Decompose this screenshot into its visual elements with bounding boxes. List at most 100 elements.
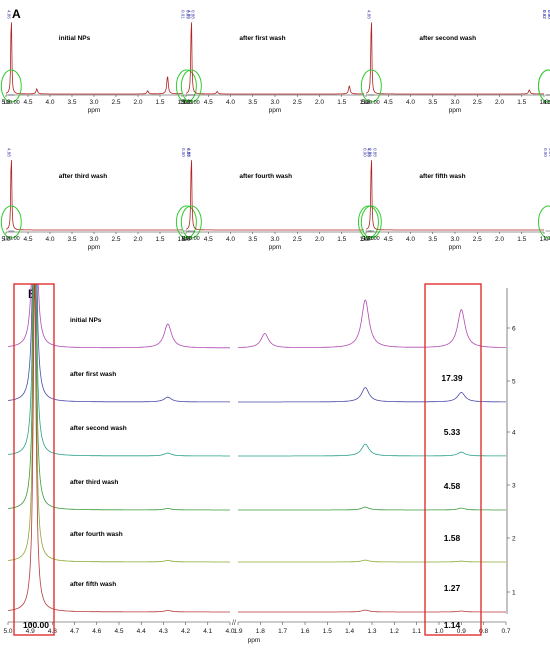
x-axis-title: ppm bbox=[88, 107, 101, 114]
x-tick-label: 1.8 bbox=[256, 628, 265, 635]
x-tick-label: 4.7 bbox=[70, 628, 79, 635]
integral-value: 1.23 bbox=[363, 236, 374, 242]
x-tick-label: 3.0 bbox=[270, 236, 279, 243]
highlight-ellipse bbox=[537, 69, 550, 103]
x-tick-label: 3.0 bbox=[89, 99, 98, 106]
x-tick-label: 5.0 bbox=[1, 99, 10, 106]
y-tick-label: 2 bbox=[512, 536, 516, 543]
x-tick-label: 2.5 bbox=[473, 236, 482, 243]
spectrum-line bbox=[5, 22, 183, 95]
peak-label: 0.90 bbox=[181, 148, 186, 157]
x-tick-label: 3.5 bbox=[248, 236, 257, 243]
integral-value: 1.27 bbox=[444, 583, 461, 593]
y-tick-label: 5 bbox=[512, 379, 516, 386]
spectrum-line bbox=[238, 609, 506, 613]
spectrum-line bbox=[7, 283, 230, 349]
x-tick-label: 3.0 bbox=[89, 236, 98, 243]
spectrum-line bbox=[238, 299, 506, 348]
spectrum-title: after fourth wash bbox=[239, 173, 292, 180]
integral-value: 100.00 bbox=[183, 236, 200, 242]
highlight-ellipse bbox=[537, 205, 550, 239]
x-tick-label: 5.0 bbox=[3, 628, 12, 635]
panel-b: // 5.0 4.9 4.8 4.7 4.6 4.5 4.4 4.3 4.2 4.1 4.01.9 1.… bbox=[3, 283, 516, 644]
x-tick-label: 2.0 bbox=[315, 236, 324, 243]
y-tick-label: 3 bbox=[512, 483, 516, 490]
x-tick-label: 5.0 bbox=[181, 99, 190, 106]
spectrum-line bbox=[365, 160, 544, 231]
y-tick-label: 6 bbox=[512, 326, 516, 333]
spectrum-line bbox=[238, 559, 506, 563]
peak-label: 0.88 bbox=[186, 148, 191, 157]
x-tick-label: 1.9 bbox=[233, 628, 242, 635]
spectrum-line bbox=[185, 22, 364, 95]
x-tick-label: 2.5 bbox=[293, 99, 302, 106]
x-tick-label: 3.5 bbox=[248, 99, 257, 106]
x-tick-label: 4.3 bbox=[159, 628, 168, 635]
spectrum-title: after third wash bbox=[59, 173, 107, 180]
x-tick-label: 4.5 bbox=[114, 628, 123, 635]
peak-label: 4.86 bbox=[6, 10, 11, 19]
integral-value: 1.14 bbox=[444, 620, 461, 630]
x-tick-label: 3.0 bbox=[270, 99, 279, 106]
integral-value: 4.58 bbox=[543, 100, 550, 106]
x-tick-label: 1.2 bbox=[390, 628, 399, 635]
spectrum-title: after first wash bbox=[239, 35, 285, 42]
peak-label: 0.88 bbox=[373, 148, 378, 157]
spectrum-line bbox=[8, 283, 230, 457]
peak-label: 4.89 bbox=[186, 10, 191, 19]
peak-label: 4.88 bbox=[186, 148, 191, 157]
peak-label: 0.90 bbox=[543, 148, 548, 157]
highlight-ellipse bbox=[175, 205, 197, 239]
spectrum-title: after second wash bbox=[70, 425, 127, 432]
x-tick-label: 3.5 bbox=[428, 236, 437, 243]
integral-value: 1.58 bbox=[444, 533, 461, 543]
x-tick-label: 1.6 bbox=[300, 628, 309, 635]
peak-label: 0.92 bbox=[542, 10, 547, 19]
x-tick-label: 0.8 bbox=[479, 628, 488, 635]
peak-label: 0.90 bbox=[547, 10, 550, 19]
peak-label: 0.88 bbox=[191, 10, 196, 19]
x-axis-title: ppm bbox=[449, 107, 462, 114]
peak-label: 0.91 bbox=[181, 10, 186, 19]
x-tick-label: 3.5 bbox=[67, 99, 76, 106]
highlight-box-left bbox=[13, 283, 55, 636]
x-tick-label: 1.4 bbox=[345, 628, 354, 635]
x-tick-label: 1.3 bbox=[367, 628, 376, 635]
peak-label: 0.07 bbox=[548, 148, 550, 157]
integral-value: 100.00 bbox=[183, 100, 200, 106]
x-tick-label: 4.6 bbox=[92, 628, 101, 635]
x-tick-label: 2.0 bbox=[133, 236, 142, 243]
y-tick-label: 4 bbox=[512, 430, 516, 437]
x-axis-title: ppm bbox=[269, 107, 282, 114]
integral-value: 100.00 bbox=[363, 236, 380, 242]
x-tick-label: 1.5 bbox=[155, 99, 164, 106]
x-tick-label: 4.0 bbox=[406, 99, 415, 106]
peak-label: 0.89 bbox=[368, 148, 373, 157]
x-tick-label: 1.1 bbox=[412, 628, 421, 635]
x-tick-label: 0.9 bbox=[457, 628, 466, 635]
x-tick-label: 5.0 bbox=[361, 236, 370, 243]
x-tick-label: 2.0 bbox=[315, 99, 324, 106]
x-tick-label: 4.0 bbox=[226, 236, 235, 243]
x-tick-label: 4.9 bbox=[26, 628, 35, 635]
x-tick-label: 4.0 bbox=[45, 99, 54, 106]
spectrum-line bbox=[365, 22, 544, 95]
x-tick-label: 2.5 bbox=[293, 236, 302, 243]
spectrum-title: after fifth wash bbox=[70, 581, 116, 588]
x-tick-label: 2.5 bbox=[111, 99, 120, 106]
peak-label: 4.88 bbox=[366, 148, 371, 157]
peak-label: 0.90 bbox=[547, 10, 550, 19]
x-tick-label: 4.2 bbox=[181, 628, 190, 635]
x-tick-label: 3.0 bbox=[450, 99, 459, 106]
spectrum-line bbox=[8, 283, 230, 563]
x-tick-label: 4.0 bbox=[225, 628, 234, 635]
x-tick-label: 4.0 bbox=[406, 236, 415, 243]
x-tick-label: 2.0 bbox=[495, 99, 504, 106]
integral-value: 4.58 bbox=[444, 481, 461, 491]
panel-a-label: A bbox=[12, 7, 21, 21]
highlight-ellipse bbox=[180, 205, 202, 239]
highlight-ellipse bbox=[357, 205, 379, 239]
x-tick-label: 1.5 bbox=[517, 99, 526, 106]
highlight-ellipse bbox=[175, 69, 197, 103]
